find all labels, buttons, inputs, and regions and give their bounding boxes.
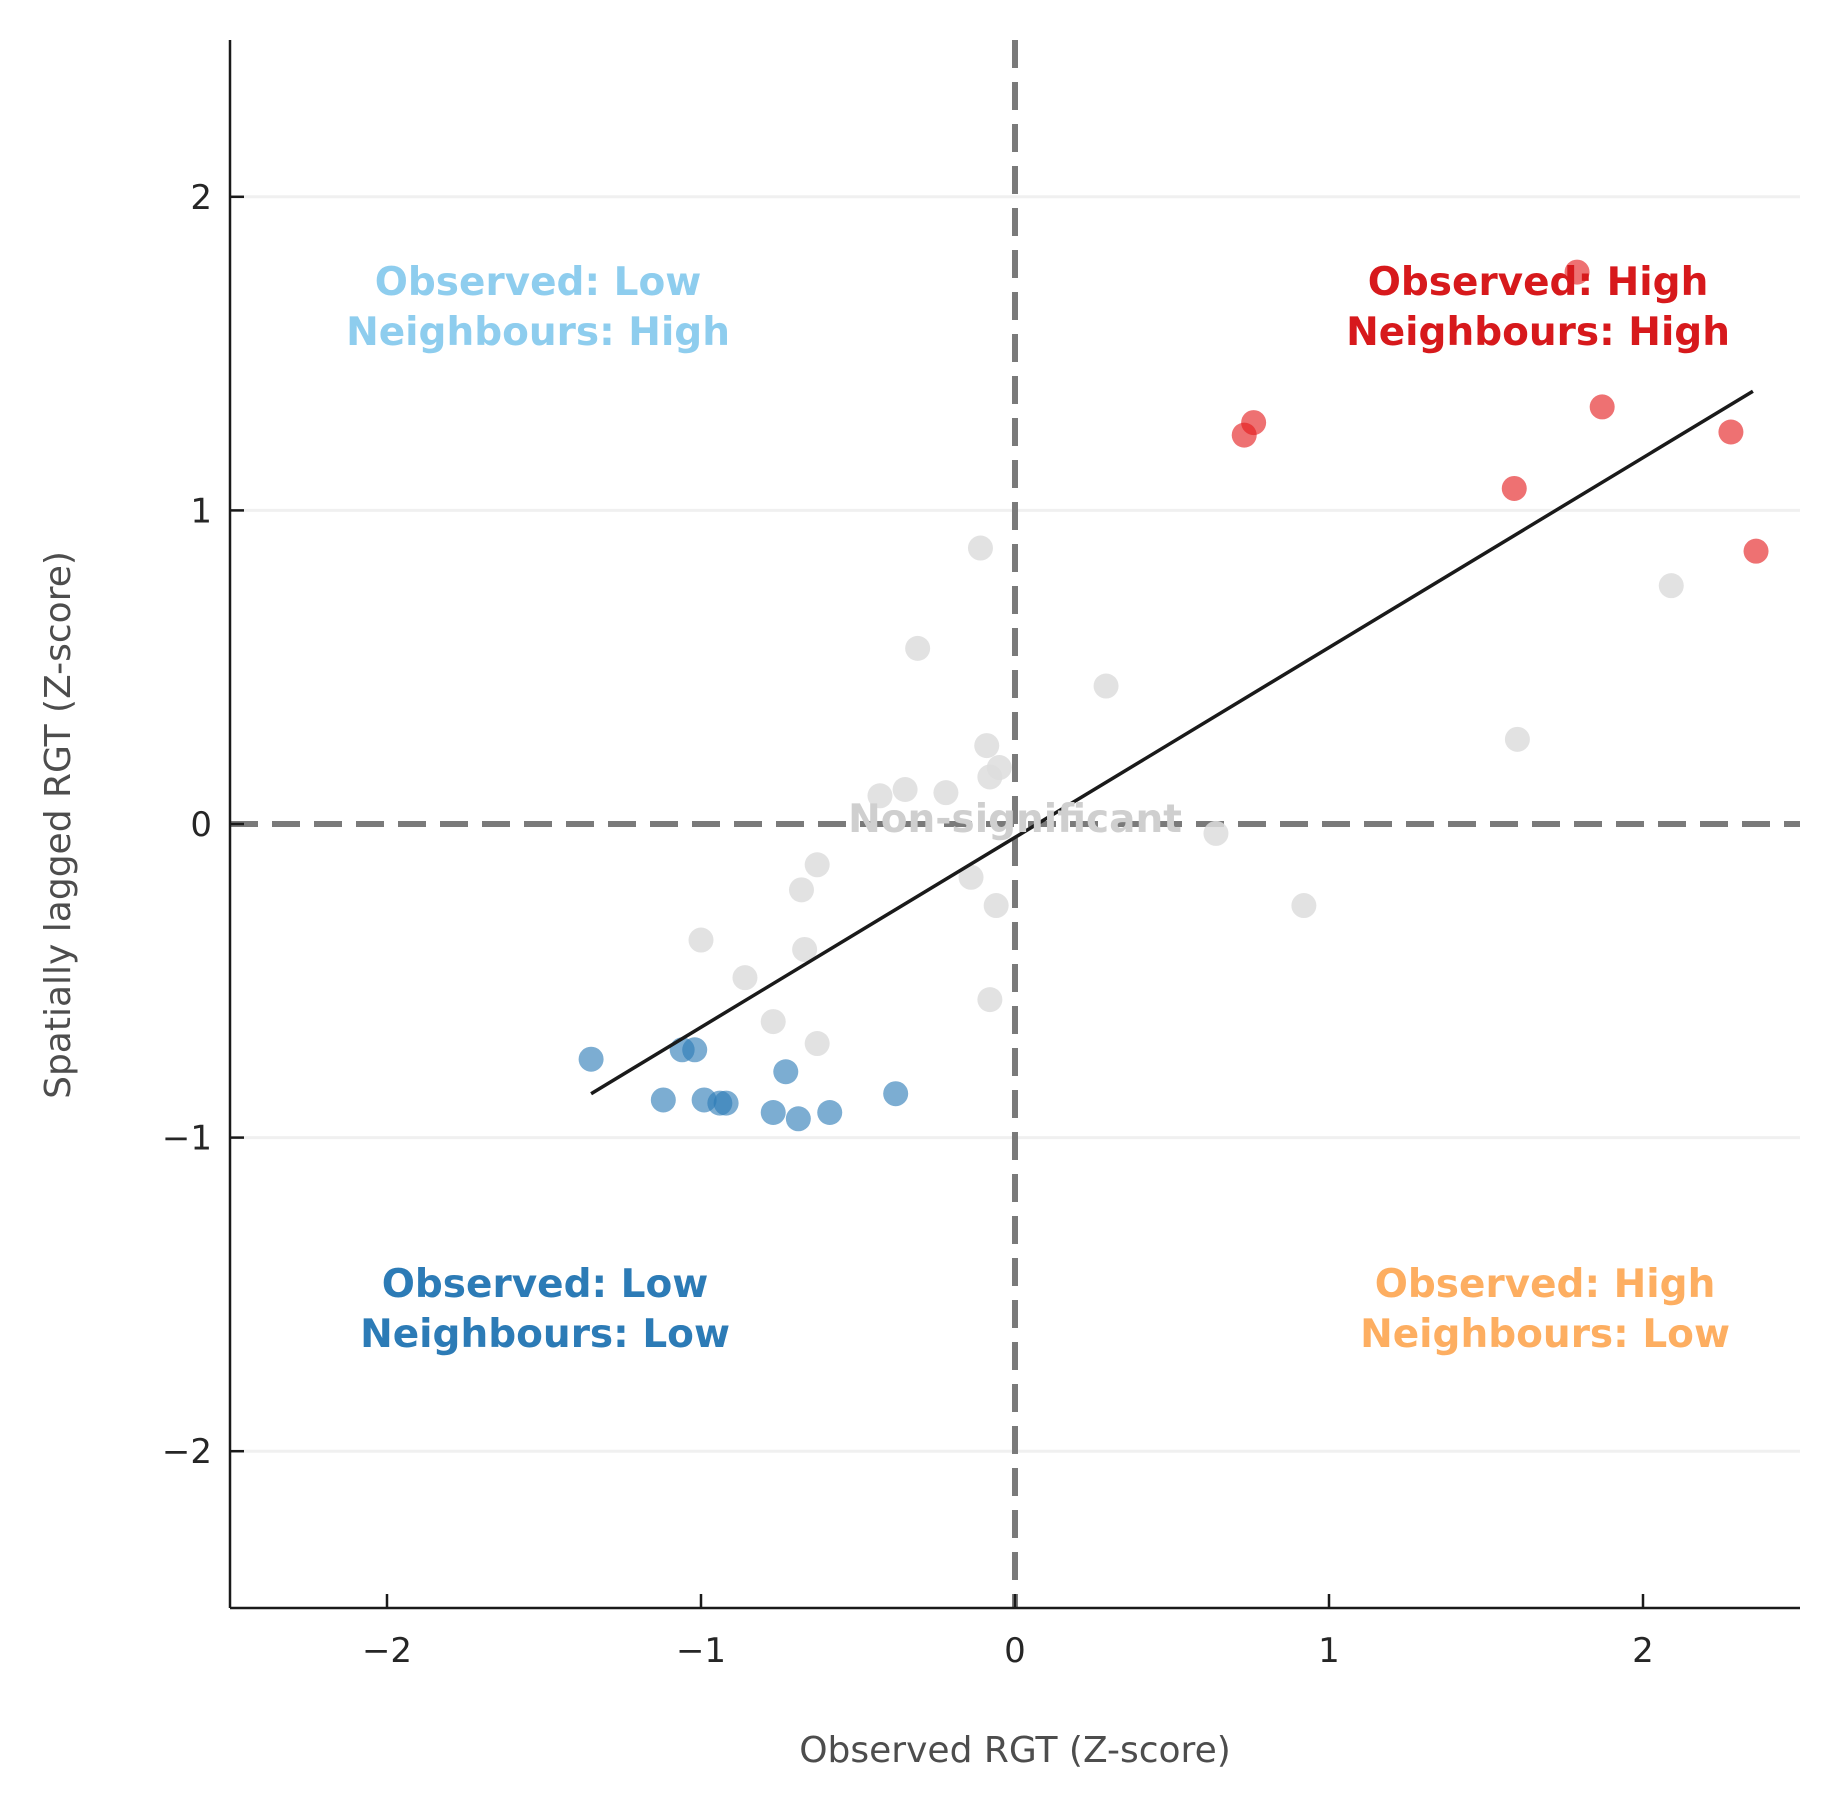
data-point [1743,538,1769,564]
quadrant-label-top-left: Observed: Low [375,260,702,305]
data-point [1291,893,1317,919]
x-tick-label: −1 [676,1631,726,1671]
y-tick-label: 0 [190,805,212,845]
quadrant-label-bottom-left-line2: Neighbours: Low [360,1312,730,1357]
data-point [682,1037,708,1063]
data-point [804,1031,830,1057]
data-point [804,852,830,878]
y-axis-label: Spatially lagged RGT (Z-score) [38,551,79,1099]
regression-line-group [590,389,1754,1096]
x-tick-label: −2 [362,1631,412,1671]
quadrant-labels: Observed: Low Neighbours: High Observed: H… [346,260,1730,1357]
data-point [1564,259,1590,285]
data-point [1589,394,1615,420]
non-significant-label: Non-significant [848,797,1182,842]
data-point [650,1087,676,1113]
x-tick-label: 0 [1004,1631,1026,1671]
data-point [933,780,959,806]
data-point [1504,726,1530,752]
data-point [713,1090,739,1116]
quadrant-label-bottom-left: Observed: Low [382,1262,709,1307]
data-point [1203,820,1229,846]
x-axis-label: Observed RGT (Z-score) [799,1730,1231,1771]
data-point [1241,410,1267,436]
quadrant-label-bottom-right-line2: Neighbours: Low [1360,1312,1730,1357]
data-point [732,965,758,991]
data-point [883,1081,909,1107]
data-point [760,1100,786,1126]
data-point [967,535,993,561]
y-tick-label: 1 [190,491,212,531]
data-point [977,987,1003,1013]
quadrant-label-top-right: Observed: High [1368,260,1709,305]
data-point [1501,475,1527,501]
data-point [788,877,814,903]
data-point [785,1106,811,1132]
data-point [905,635,931,661]
quadrant-label-bottom-right: Observed: High [1375,1262,1716,1307]
data-point [986,755,1012,781]
data-point [867,783,893,809]
y-tick-label: 2 [190,178,212,218]
data-point [792,936,818,962]
x-tick-label: 2 [1632,1631,1654,1671]
y-tick-label: −2 [162,1432,212,1472]
regression-line [590,389,1754,1096]
data-point [958,864,984,890]
data-point [688,927,714,953]
quadrant-label-top-left-line2: Neighbours: High [346,310,730,355]
data-point [760,1009,786,1035]
data-point [974,733,1000,759]
data-point [1093,673,1119,699]
x-tick-label: 1 [1318,1631,1340,1671]
data-point [983,893,1009,919]
data-point [892,777,918,803]
data-points [578,259,1769,1132]
data-point [1718,419,1744,445]
data-point [578,1046,604,1072]
reference-lines [230,40,1800,1608]
data-point [773,1059,799,1085]
y-tick-label: −1 [162,1119,212,1159]
data-point [1658,573,1684,599]
axes: −2 −1 0 1 2 −2 −1 0 1 2 [162,40,1800,1671]
quadrant-label-top-right-line2: Neighbours: High [1346,310,1730,355]
data-point [817,1100,843,1126]
